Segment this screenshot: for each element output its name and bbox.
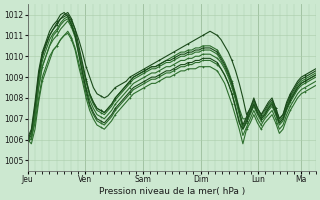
X-axis label: Pression niveau de la mer( hPa ): Pression niveau de la mer( hPa ) — [99, 187, 245, 196]
